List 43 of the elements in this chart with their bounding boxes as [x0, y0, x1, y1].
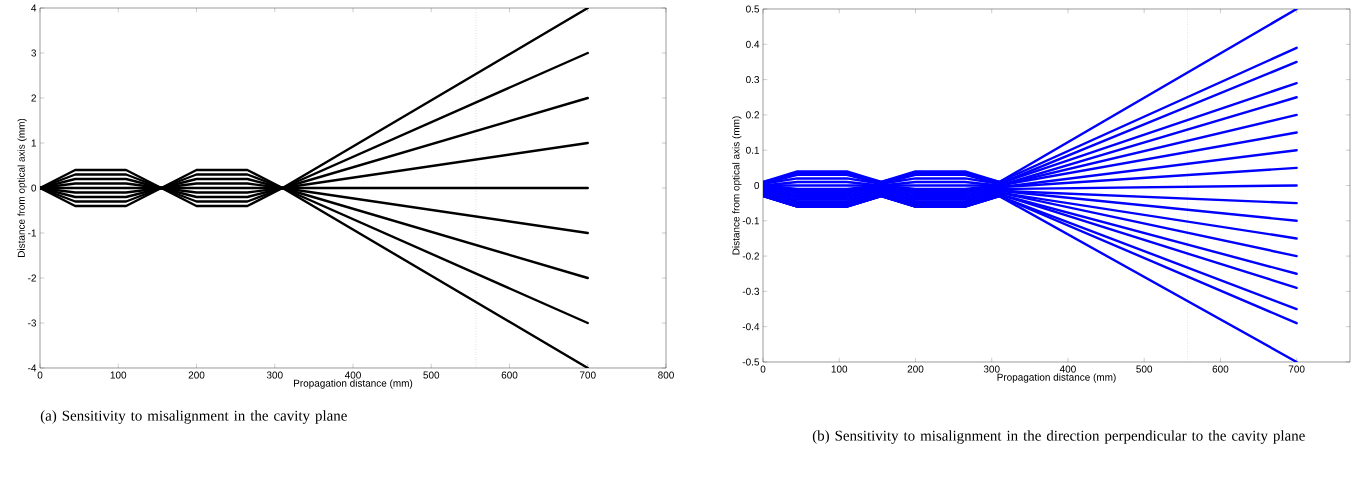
y-tick-label: 0.5 [746, 5, 760, 13]
y-tick-label: 0 [754, 181, 760, 190]
y-tick-label: -0.5 [742, 358, 760, 366]
y-tick-label: -2 [28, 274, 36, 282]
y-tick-label: 4 [31, 4, 37, 12]
x-tick-label: 0 [37, 371, 43, 379]
y-tick-label: -3 [28, 319, 37, 327]
x-tick-label: 700 [1288, 365, 1305, 373]
text: (a) Sensitivity to misalignment in the cavity plane [40, 410, 347, 424]
x-tick-label: 200 [188, 371, 205, 379]
text: (b) Sensitivity to misalignment in the direction perpendicular to the cavity plane [812, 430, 1305, 444]
y-tick-label: -0.1 [742, 217, 760, 225]
x-tick-label: 500 [423, 371, 440, 379]
x-tick-label: 600 [1212, 365, 1229, 373]
y-tick-label: -0.2 [742, 252, 759, 260]
x-tick-label: 400 [1059, 365, 1076, 373]
y-tick-label: -4 [28, 364, 37, 372]
x-axis-title: Propagation distance (mm) [997, 373, 1116, 383]
y-tick-label: 0.1 [746, 146, 760, 154]
y-tick-label: -0.4 [742, 323, 760, 331]
y-tick-label: 1 [31, 139, 36, 147]
x-tick-label: 200 [907, 365, 924, 373]
x-tick-label: 300 [266, 371, 283, 379]
x-tick-label: 300 [983, 365, 1000, 373]
y-tick-label: 2 [31, 94, 36, 102]
y-tick-label: 0.3 [746, 76, 760, 84]
y-tick-label: 3 [31, 49, 37, 57]
x-tick-label: 0 [760, 365, 766, 373]
x-tick-label: 100 [110, 371, 127, 379]
x-tick-label: 400 [344, 371, 361, 379]
x-axis-title: Propagation distance (mm) [294, 379, 413, 389]
x-tick-label: 600 [501, 371, 518, 379]
y-axis-title: Distance from optical axis (mm) [732, 116, 742, 255]
y-tick-label: -1 [28, 229, 36, 237]
y-tick-label: -0.3 [742, 287, 760, 295]
x-tick-label: 700 [579, 371, 596, 379]
x-tick-label: 800 [658, 371, 674, 379]
x-tick-label: 500 [1136, 365, 1153, 373]
y-tick-label: 0 [31, 184, 37, 192]
y-tick-label: 0.2 [746, 111, 759, 119]
y-tick-label: 0.4 [746, 40, 760, 48]
x-tick-label: 100 [831, 365, 848, 373]
y-axis-title: Distance from optical axis (mm) [17, 118, 27, 257]
